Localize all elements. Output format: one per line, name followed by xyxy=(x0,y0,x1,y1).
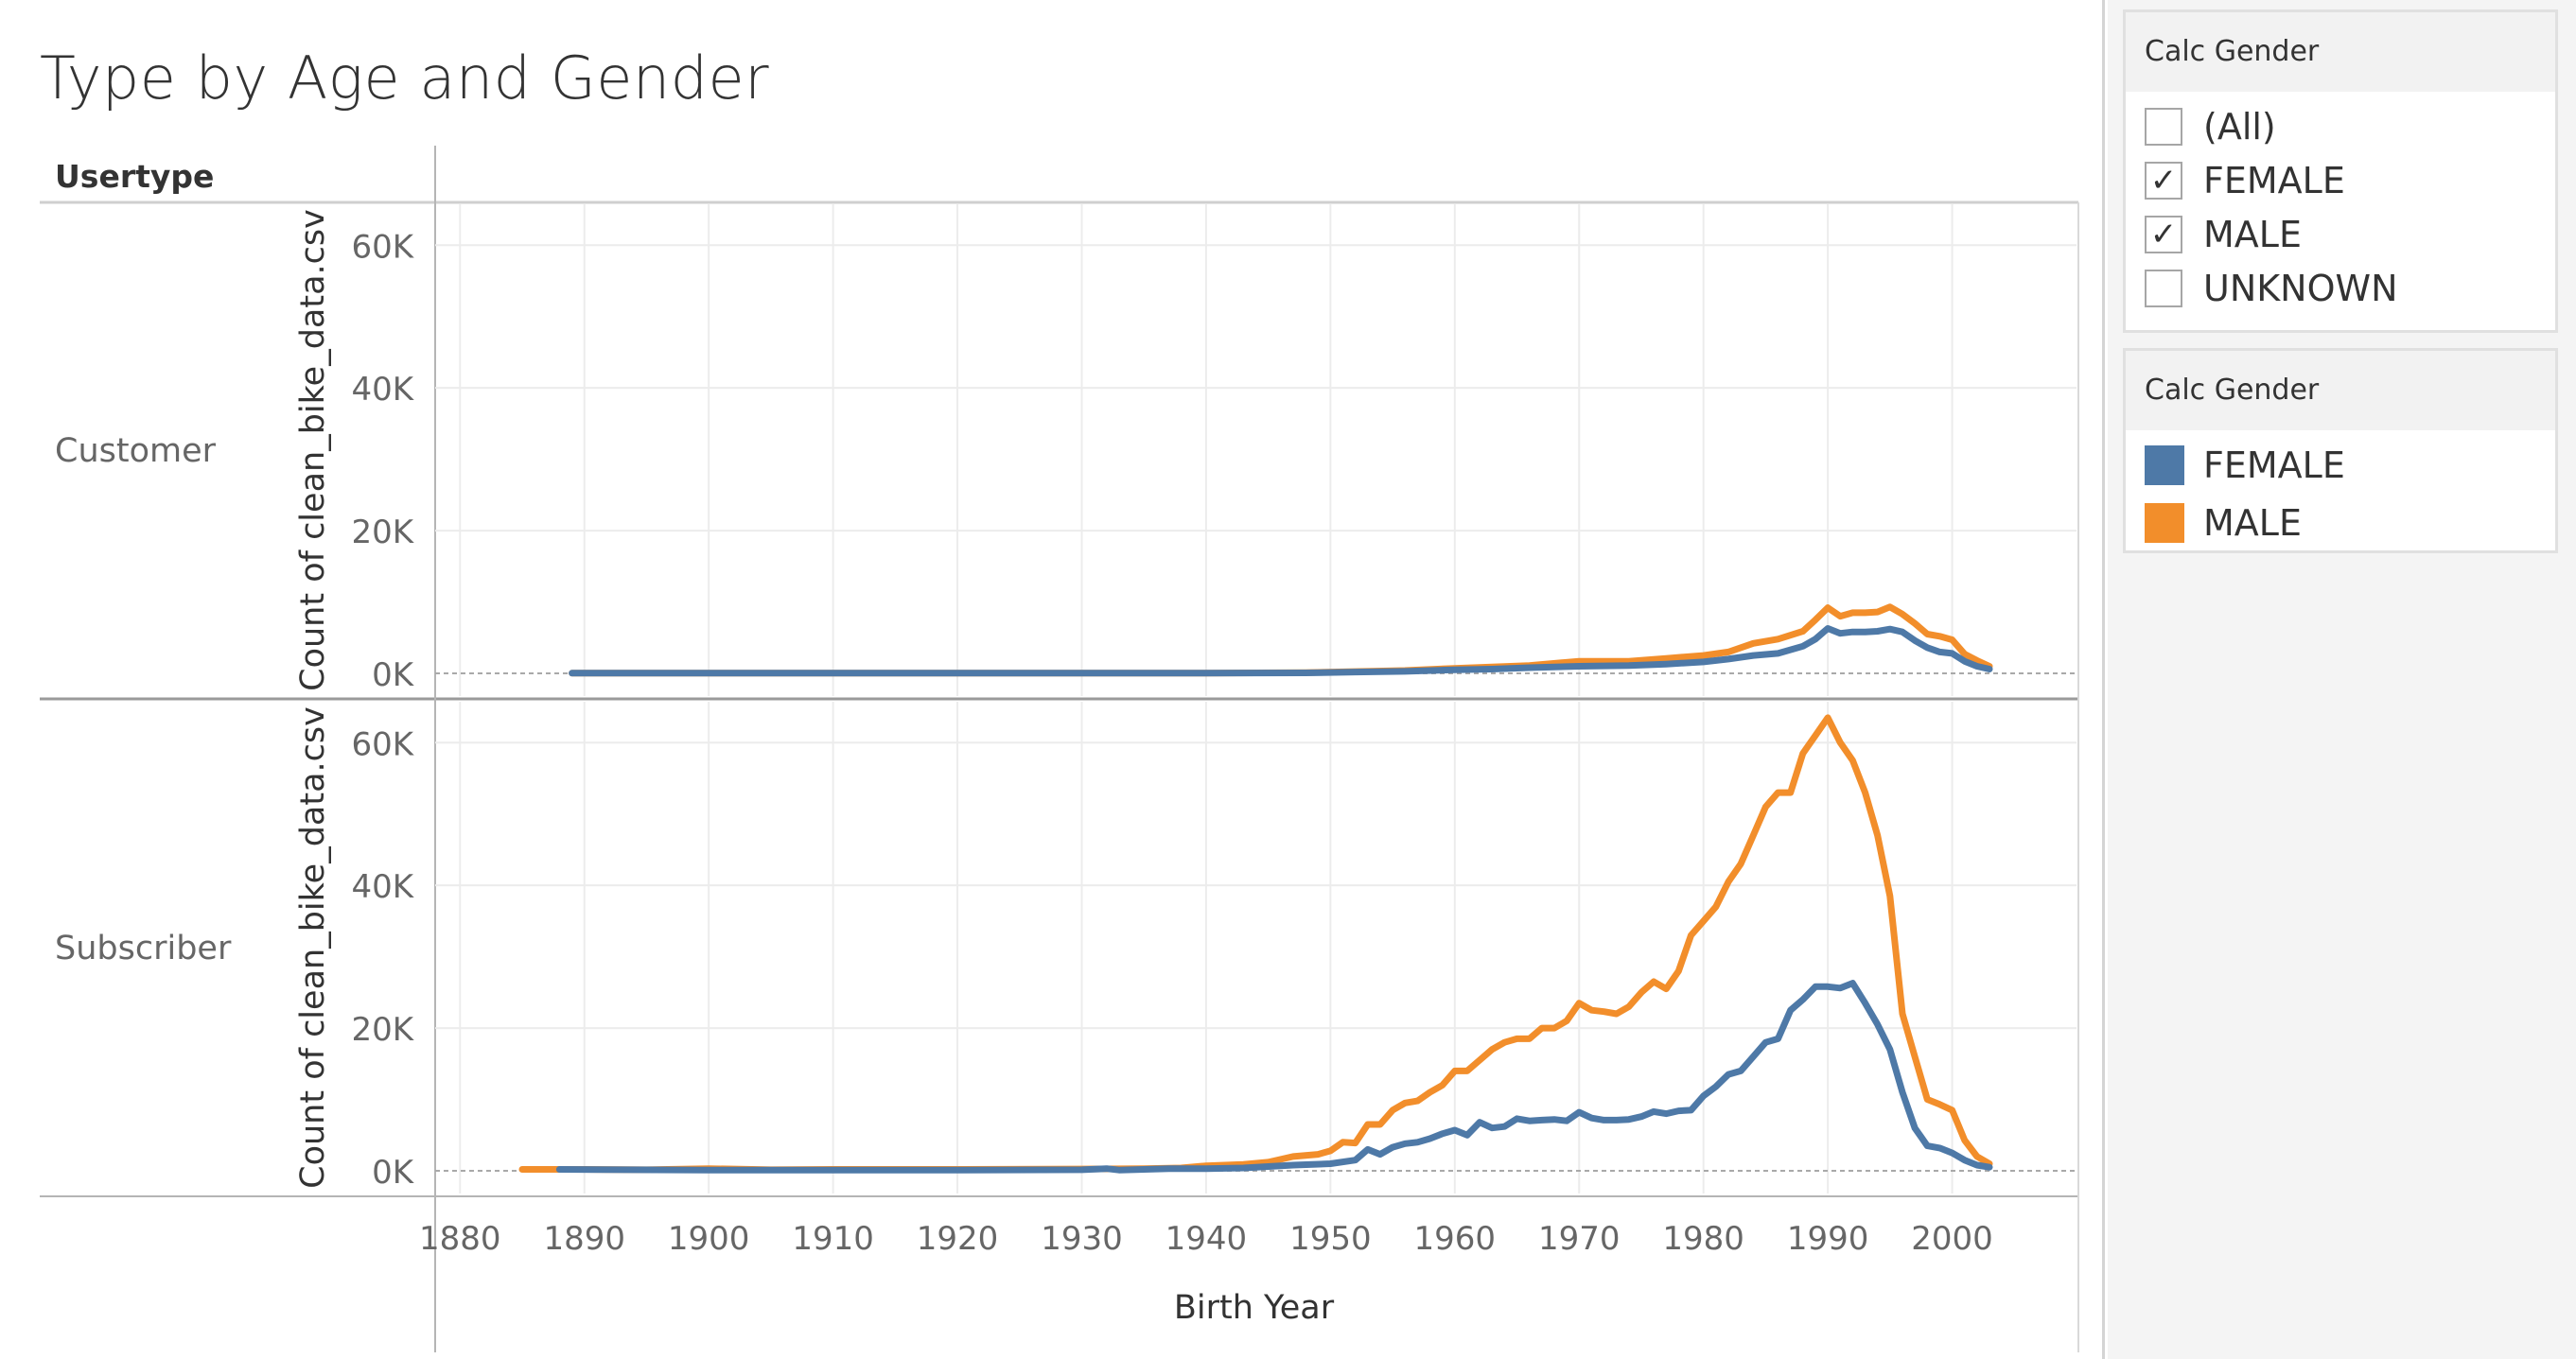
legend-item[interactable]: FEMALE xyxy=(2126,436,2555,494)
x-tick-label: 1990 xyxy=(1787,1220,1869,1258)
y-tick-label: 20K xyxy=(351,1011,414,1049)
x-tick-label: 1900 xyxy=(668,1220,750,1258)
usertype-header: Usertype xyxy=(55,158,214,195)
series-line-female-subscriber xyxy=(555,980,1993,1174)
gender-filter-card: Calc Gender (All) ✓ FEMALE ✓ MALE UNKNOWN xyxy=(2123,9,2558,333)
filter-item[interactable]: (All) xyxy=(2126,99,2555,153)
legend-item-label: FEMALE xyxy=(2203,444,2345,486)
x-tick-label: 1910 xyxy=(792,1220,874,1258)
x-tick-label: 1930 xyxy=(1041,1220,1123,1258)
checkbox[interactable]: ✓ xyxy=(2145,161,2182,200)
x-tick-label: 1940 xyxy=(1165,1220,1248,1258)
x-tick-label: 1880 xyxy=(419,1220,501,1258)
dashboard: Type by Age and Gender Usertype 0K 20K 40K 6… xyxy=(40,0,2105,1359)
x-tick-label: 1890 xyxy=(543,1220,625,1258)
side-panel: Calc Gender (All) ✓ FEMALE ✓ MALE UNKNOWN Cal… xyxy=(2108,0,2576,1359)
x-tick-label: 1920 xyxy=(917,1220,999,1258)
page-title: Type by Age and Gender xyxy=(40,44,770,113)
legend-swatch xyxy=(2145,444,2184,485)
legend-title: Calc Gender xyxy=(2126,351,2555,430)
gender-legend-card: Calc Gender FEMALE MALE xyxy=(2123,348,2558,553)
chart-area: Usertype 0K 20K 40K 60K Customer Count of clea… xyxy=(40,146,2079,1352)
filter-item-label: UNKNOWN xyxy=(2203,267,2398,309)
y-axis-title: Count of clean_bike_data.csv xyxy=(294,209,332,691)
filter-list: (All) ✓ FEMALE ✓ MALE UNKNOWN xyxy=(2126,99,2555,315)
filter-item[interactable]: UNKNOWN xyxy=(2126,261,2555,315)
legend-item-label: MALE xyxy=(2203,501,2302,544)
y-tick-label: 60K xyxy=(351,228,414,266)
x-tick-label: 2000 xyxy=(1911,1220,1993,1258)
series-line-male-customer xyxy=(569,603,1993,677)
x-tick-label: 1950 xyxy=(1289,1220,1372,1258)
y-tick-label: 60K xyxy=(351,725,414,763)
filter-item[interactable]: ✓ FEMALE xyxy=(2126,153,2555,207)
y-tick-label: 0K xyxy=(372,1154,415,1192)
y-tick-label: 20K xyxy=(351,514,414,551)
row-header-customer: Customer xyxy=(55,432,217,470)
y-tick-label: 40K xyxy=(351,371,414,409)
filter-item[interactable]: ✓ MALE xyxy=(2126,207,2555,261)
y-axis-title: Count of clean_bike_data.csv xyxy=(294,706,332,1189)
y-tick-label: 0K xyxy=(372,656,415,694)
checkbox[interactable] xyxy=(2145,107,2182,146)
legend-list: FEMALE MALE xyxy=(2126,436,2555,551)
series-line-male-subscriber xyxy=(518,714,1993,1174)
checkbox[interactable]: ✓ xyxy=(2145,215,2182,253)
x-tick-label: 1970 xyxy=(1538,1220,1621,1258)
x-tick-label: 1960 xyxy=(1414,1220,1497,1258)
filter-item-label: MALE xyxy=(2203,213,2302,255)
legend-item[interactable]: MALE xyxy=(2126,494,2555,551)
x-axis-title: Birth Year xyxy=(1174,1289,1335,1327)
row-header-subscriber: Subscriber xyxy=(55,930,232,967)
checkmark-icon: ✓ xyxy=(2149,161,2178,200)
x-tick-label: 1980 xyxy=(1662,1220,1744,1258)
filter-item-label: (All) xyxy=(2203,105,2276,148)
series-line-female-customer xyxy=(569,625,1993,677)
legend-swatch xyxy=(2145,502,2184,543)
y-tick-label: 40K xyxy=(351,868,414,906)
filter-title: Calc Gender xyxy=(2126,12,2555,92)
checkbox[interactable] xyxy=(2145,269,2182,307)
filter-item-label: FEMALE xyxy=(2203,159,2345,201)
checkmark-icon: ✓ xyxy=(2149,215,2178,253)
